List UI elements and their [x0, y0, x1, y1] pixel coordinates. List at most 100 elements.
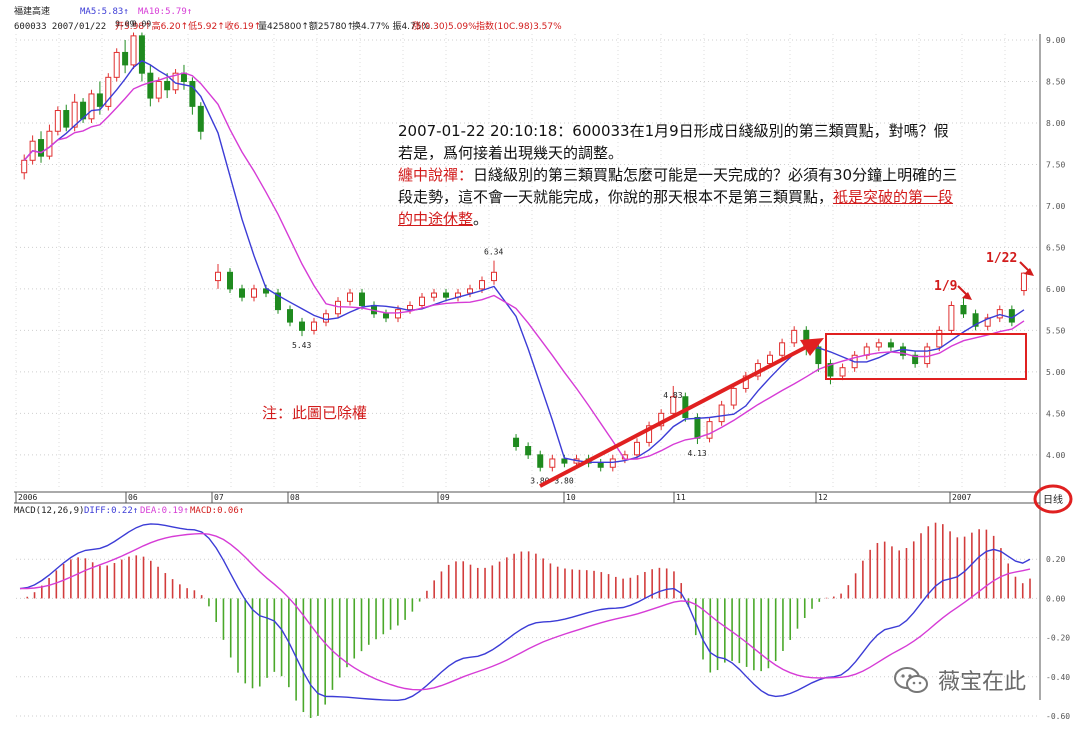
macd-tick: 0.00	[1046, 594, 1065, 603]
candle-body	[984, 317, 991, 327]
uptrend-arrow-head	[800, 338, 824, 356]
annotation-emphasis: 衹是突破的第一段的中途休整	[398, 188, 954, 228]
candle-body	[537, 454, 544, 468]
candle-body	[1008, 309, 1015, 323]
candle-body	[706, 421, 713, 439]
price-callout: 9.09	[115, 20, 134, 29]
candle-body	[239, 288, 245, 298]
candle-body	[227, 271, 233, 290]
candle-body	[960, 304, 967, 315]
price-grid	[15, 34, 1040, 488]
price-tick: 7.50	[1046, 160, 1065, 169]
candle-body	[71, 101, 78, 128]
candle-body	[791, 329, 798, 344]
arrow-1-9-head	[962, 292, 972, 300]
time-label: 12	[818, 493, 828, 502]
price-callout: 5.43	[292, 341, 311, 350]
candle-body	[251, 288, 257, 298]
macd-tick: 0.20	[1046, 555, 1065, 564]
candle-body	[597, 462, 604, 468]
candle-body	[646, 425, 653, 443]
macd-diff-readout: DIFF:0.22↑	[84, 506, 138, 516]
candle-body	[189, 80, 196, 107]
watermark: 薇宝在此	[892, 664, 1026, 696]
ma5-line	[23, 59, 1025, 463]
candle-body	[443, 292, 449, 298]
macd-name: MACD(12,26,9)	[14, 506, 84, 516]
price-callout: 9.09	[132, 20, 151, 29]
change-readout: 涨(0.30)5.09%	[412, 21, 477, 32]
candle-body	[549, 458, 556, 468]
candle-body	[887, 342, 894, 348]
time-label: 2007	[952, 493, 971, 502]
macd-tick: -0.60	[1046, 712, 1070, 721]
daily-label[interactable]: 日线	[1043, 493, 1063, 506]
candle-body	[63, 110, 70, 128]
daily-label-circle	[1033, 484, 1073, 514]
ex-rights-note: 注：此圖已除權	[262, 404, 368, 422]
candle-body	[275, 292, 281, 311]
ohlc-readout: 开5.98↑高6.20↑低5.92↑收6.19↑	[115, 20, 261, 32]
candle-body	[105, 76, 112, 107]
candle-body	[38, 139, 45, 157]
price-tick: 6.00	[1046, 285, 1065, 294]
candle-body	[335, 300, 341, 315]
candle-body	[287, 309, 293, 323]
time-label: 09	[440, 493, 450, 502]
arrow-1-22-head	[1024, 268, 1034, 276]
candle-body	[407, 304, 413, 311]
ma10-line	[23, 72, 1025, 461]
candle-body	[827, 363, 834, 377]
price-tick: 9.00	[1046, 36, 1065, 45]
watermark-text: 薇宝在此	[938, 670, 1027, 695]
index-readout: 指数(10C.98)3.57%	[476, 20, 562, 32]
candle-body	[88, 93, 95, 120]
candle-series	[21, 32, 1027, 472]
price-tick: 4.50	[1046, 409, 1065, 418]
candle-body	[359, 292, 365, 306]
candle-body	[164, 80, 171, 91]
volume-readout: 量425800↑额25780↑	[258, 20, 354, 32]
candle-body	[730, 387, 737, 406]
candle-body	[299, 321, 305, 331]
candle-body	[197, 105, 204, 132]
annotation-author: 纏中說禪：	[398, 166, 474, 184]
annotation-answer: 日綫級別的第三類買點怎麼可能是一天完成的？必須有30分鐘上明確的三段走勢，這不會…	[398, 166, 958, 206]
candle-body	[561, 458, 568, 464]
candle-body	[323, 313, 329, 323]
consolidation-box	[825, 333, 1027, 380]
candle-body	[875, 342, 882, 348]
ma5-readout: MA5:5.83↑	[80, 7, 129, 17]
macd-dea-readout: DEA:0.19↑	[140, 506, 189, 516]
candle-body	[513, 437, 520, 448]
candle-body	[311, 321, 317, 331]
candle-body	[633, 441, 640, 456]
diff-line	[19, 523, 1031, 702]
price-callout: 4.13	[687, 449, 706, 458]
candle-body	[467, 288, 473, 294]
candle-body	[431, 292, 437, 298]
dea-line	[19, 532, 1031, 691]
candle-body	[147, 72, 154, 99]
candle-body	[525, 446, 532, 456]
candle-body	[924, 346, 931, 365]
price-axis: 9.00 8.50 8.00 7.50 7.00 6.50 6.00 5.50 5.00 4.50…	[1039, 34, 1065, 700]
time-label: 2006	[18, 493, 37, 502]
time-axis: 2006 06 07 08 09 10 11 12 2007	[15, 492, 971, 503]
candle-body	[742, 375, 749, 389]
candle-body	[609, 458, 616, 468]
price-callout: 6.34	[484, 248, 503, 257]
candle-body	[779, 342, 786, 356]
candle-body	[972, 313, 979, 327]
macd-axis: 0.20 0.00 -0.20 -0.40 -0.60	[1046, 555, 1070, 721]
candle-body	[419, 296, 425, 306]
uptrend-arrow-shaft	[539, 342, 813, 488]
exchange-readout: 换4.77% 振4.75%	[352, 20, 430, 32]
wechat-icon	[894, 667, 928, 693]
candle-body	[815, 346, 822, 365]
price-tick: 8.50	[1046, 77, 1065, 86]
candle-body	[96, 93, 103, 107]
candle-body	[130, 35, 137, 66]
time-label: 07	[214, 493, 224, 502]
